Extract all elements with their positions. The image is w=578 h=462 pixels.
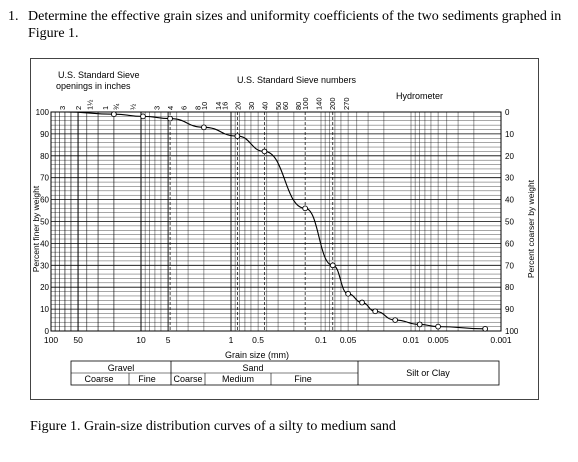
left-tick-label: 80 xyxy=(40,152,49,161)
x-tick-label: 0.05 xyxy=(340,335,357,345)
left-tick-label: 60 xyxy=(40,196,49,205)
sieve-number-label: 60 xyxy=(281,102,290,110)
sieve-inch-label: ½ xyxy=(128,103,137,110)
data-point xyxy=(372,308,379,315)
sieve-inch-label: ¾ xyxy=(112,103,121,110)
hydrometer-label: Hydrometer xyxy=(396,91,443,101)
left-tick-label: 70 xyxy=(40,174,49,183)
left-tick-label: 10 xyxy=(40,305,49,314)
data-point xyxy=(234,133,241,139)
x-tick-label: 5 xyxy=(166,335,171,345)
sieve-number-label: 100 xyxy=(301,97,310,110)
x-tick-label: 100 xyxy=(44,335,58,345)
sieve-number-label: 140 xyxy=(315,97,324,110)
left-tick-label: 100 xyxy=(36,108,50,117)
left-tick-label: 40 xyxy=(40,239,49,248)
sieve-inch-label: 1½ xyxy=(85,99,94,110)
x-tick-label: 0.1 xyxy=(315,335,327,345)
right-axis-label: Percent coarser by weight xyxy=(526,179,536,278)
header-sieve-line1: U.S. Standard Sieve xyxy=(58,70,140,80)
x-tick-label: 0.005 xyxy=(427,335,449,345)
sieve-number-label: 16 xyxy=(221,102,230,110)
sieve-number-label: 30 xyxy=(247,102,256,110)
sieve-inch-label: 3 xyxy=(58,106,67,110)
question-number: 1. xyxy=(8,9,19,24)
figure-frame: U.S. Standard Sieve openings in inches U… xyxy=(30,58,539,400)
sieve-number-label: 270 xyxy=(342,97,351,110)
sieve-number-label: 20 xyxy=(233,102,242,110)
sieve-number-label: 3 xyxy=(153,106,162,110)
class-sand: Sand xyxy=(242,363,263,373)
data-point xyxy=(416,321,423,328)
sieve-number-label: 4 xyxy=(166,106,175,110)
right-tick-label: 70 xyxy=(505,261,514,270)
left-tick-label: 30 xyxy=(40,261,49,270)
left-tick-label: 90 xyxy=(40,130,49,139)
x-tick-label: 0.01 xyxy=(403,335,420,345)
sieve-number-label: 50 xyxy=(274,102,283,110)
sieve-number-label: 10 xyxy=(200,102,209,110)
left-tick-label: 50 xyxy=(40,218,49,227)
sieve-inch-label: 1 xyxy=(101,106,110,110)
x-tick-label: 0.001 xyxy=(490,335,512,345)
sieve-inch-label: 2 xyxy=(74,106,83,110)
x-tick-label: 50 xyxy=(73,335,83,345)
data-point xyxy=(201,124,207,131)
question-text: Determine the effective grain sizes and … xyxy=(28,9,562,41)
data-point xyxy=(435,323,441,330)
sieve-number-label: 14 xyxy=(214,102,223,110)
x-axis-label: Grain size (mm) xyxy=(225,350,289,360)
data-point xyxy=(392,317,399,323)
class-gravel: Gravel xyxy=(108,363,135,373)
data-point xyxy=(167,115,173,122)
data-point xyxy=(329,262,336,269)
left-tick-label: 20 xyxy=(40,283,49,292)
data-point xyxy=(140,113,146,120)
header-sieve-numbers: U.S. Standard Sieve numbers xyxy=(237,75,357,85)
class-sand-fine: Fine xyxy=(294,374,312,384)
right-tick-label: 90 xyxy=(505,305,514,314)
grain-size-curve xyxy=(64,111,486,330)
left-axis-label: Percent finer by weight xyxy=(31,185,41,272)
data-point xyxy=(111,111,117,118)
sieve-number-label: 80 xyxy=(294,102,303,110)
data-point xyxy=(302,205,309,212)
right-tick-label: 50 xyxy=(505,218,514,227)
right-tick-label: 0 xyxy=(505,108,510,117)
left-tick-label: 0 xyxy=(45,327,50,336)
sieve-number-label: 8 xyxy=(193,106,202,110)
data-point xyxy=(261,148,268,155)
right-tick-label: 10 xyxy=(505,130,514,139)
data-point xyxy=(345,290,351,297)
data-point xyxy=(482,325,489,332)
sieve-number-label: 200 xyxy=(328,97,337,110)
class-sand-medium: Medium xyxy=(222,374,254,384)
x-tick-label: 10 xyxy=(136,335,146,345)
x-tick-label: 1 xyxy=(229,335,234,345)
class-silt-clay: Silt or Clay xyxy=(406,368,450,378)
sieve-number-label: 40 xyxy=(260,102,269,110)
x-tick-label: 0.5 xyxy=(252,335,264,345)
right-tick-label: 80 xyxy=(505,283,514,292)
right-tick-label: 30 xyxy=(505,174,514,183)
right-tick-label: 20 xyxy=(505,152,514,161)
right-tick-label: 60 xyxy=(505,239,514,248)
figure-caption: Figure 1. Grain-size distribution curves… xyxy=(30,419,396,434)
right-tick-label: 100 xyxy=(505,327,519,336)
soil-classification-table: Gravel Sand Coarse Fine Coarse Medium Fi… xyxy=(70,360,500,386)
data-point xyxy=(359,299,365,306)
class-sand-coarse: Coarse xyxy=(173,374,202,384)
grain-size-chart: U.S. Standard Sieve openings in inches U… xyxy=(31,70,536,386)
header-sieve-line2: openings in inches xyxy=(56,81,131,91)
sieve-number-label: 6 xyxy=(180,106,189,110)
right-tick-label: 40 xyxy=(505,196,514,205)
class-gravel-coarse: Coarse xyxy=(84,374,113,384)
class-gravel-fine: Fine xyxy=(138,374,156,384)
